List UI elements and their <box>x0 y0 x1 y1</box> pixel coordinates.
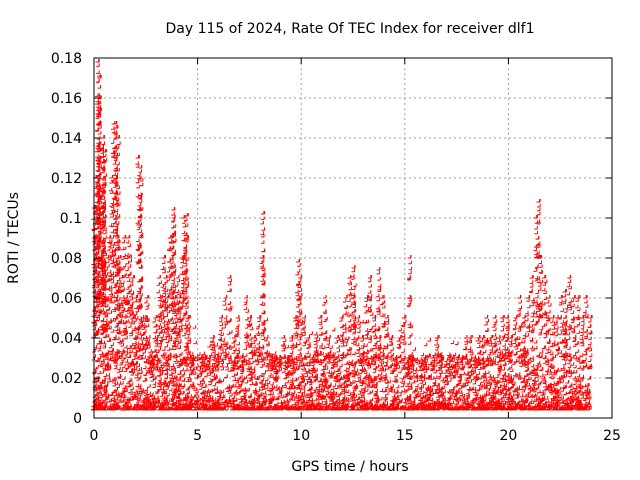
data-point <box>565 380 569 384</box>
data-point <box>540 373 544 377</box>
data-point <box>246 321 250 325</box>
data-point <box>472 380 477 385</box>
data-point <box>400 383 405 388</box>
data-point <box>422 381 426 386</box>
data-point <box>398 392 402 397</box>
data-point <box>573 381 577 385</box>
data-point <box>188 394 192 398</box>
data-point <box>304 373 308 377</box>
data-point <box>307 391 312 395</box>
data-point <box>521 378 525 382</box>
data-point <box>152 384 156 388</box>
data-point <box>215 351 220 355</box>
data-point <box>303 356 308 360</box>
data-point <box>450 340 455 344</box>
data-point <box>111 395 115 399</box>
data-point <box>502 361 506 366</box>
data-point <box>299 333 303 338</box>
data-point <box>106 372 110 377</box>
data-point <box>329 345 333 349</box>
data-point <box>142 355 146 359</box>
data-point <box>198 386 203 390</box>
data-point <box>417 367 421 371</box>
data-point <box>405 383 409 387</box>
data-point <box>394 379 399 383</box>
data-point <box>423 342 428 347</box>
data-point <box>106 376 111 380</box>
data-point <box>548 371 552 375</box>
data-point <box>133 389 137 393</box>
data-point <box>530 363 535 368</box>
data-point <box>301 386 306 390</box>
data-point <box>415 383 419 388</box>
data-point <box>451 358 455 363</box>
data-point <box>357 391 362 395</box>
data-point <box>568 373 572 377</box>
data-point <box>190 381 194 386</box>
data-point <box>351 370 355 375</box>
data-point <box>147 384 151 388</box>
data-point <box>545 368 549 372</box>
data-point <box>573 355 578 360</box>
data-point <box>317 378 322 383</box>
data-point <box>487 374 492 378</box>
data-point <box>549 374 553 378</box>
data-point <box>186 374 191 379</box>
data-point <box>542 377 546 382</box>
data-point <box>547 369 551 373</box>
data-point <box>478 376 483 380</box>
data-point <box>475 392 479 397</box>
data-point <box>97 370 101 375</box>
data-point <box>313 397 317 402</box>
data-point <box>418 388 423 393</box>
data-point <box>502 372 506 376</box>
data-point <box>160 334 164 338</box>
data-point <box>129 391 134 395</box>
data-point <box>332 383 337 387</box>
data-point <box>163 390 168 395</box>
data-point <box>485 379 489 384</box>
data-point <box>558 394 563 398</box>
data-point <box>352 364 356 368</box>
data-point <box>469 351 474 356</box>
data-point <box>193 340 197 345</box>
data-point <box>464 359 468 363</box>
data-point <box>385 391 389 396</box>
data-point <box>540 389 544 394</box>
data-point <box>270 374 274 378</box>
data-point <box>131 393 135 398</box>
data-point <box>358 388 363 392</box>
data-point <box>243 353 248 357</box>
data-point <box>379 388 384 392</box>
data-points <box>90 59 593 411</box>
data-point <box>313 331 318 336</box>
data-point <box>219 358 223 362</box>
data-point <box>577 365 581 369</box>
data-point <box>519 393 524 398</box>
data-point <box>528 399 533 403</box>
